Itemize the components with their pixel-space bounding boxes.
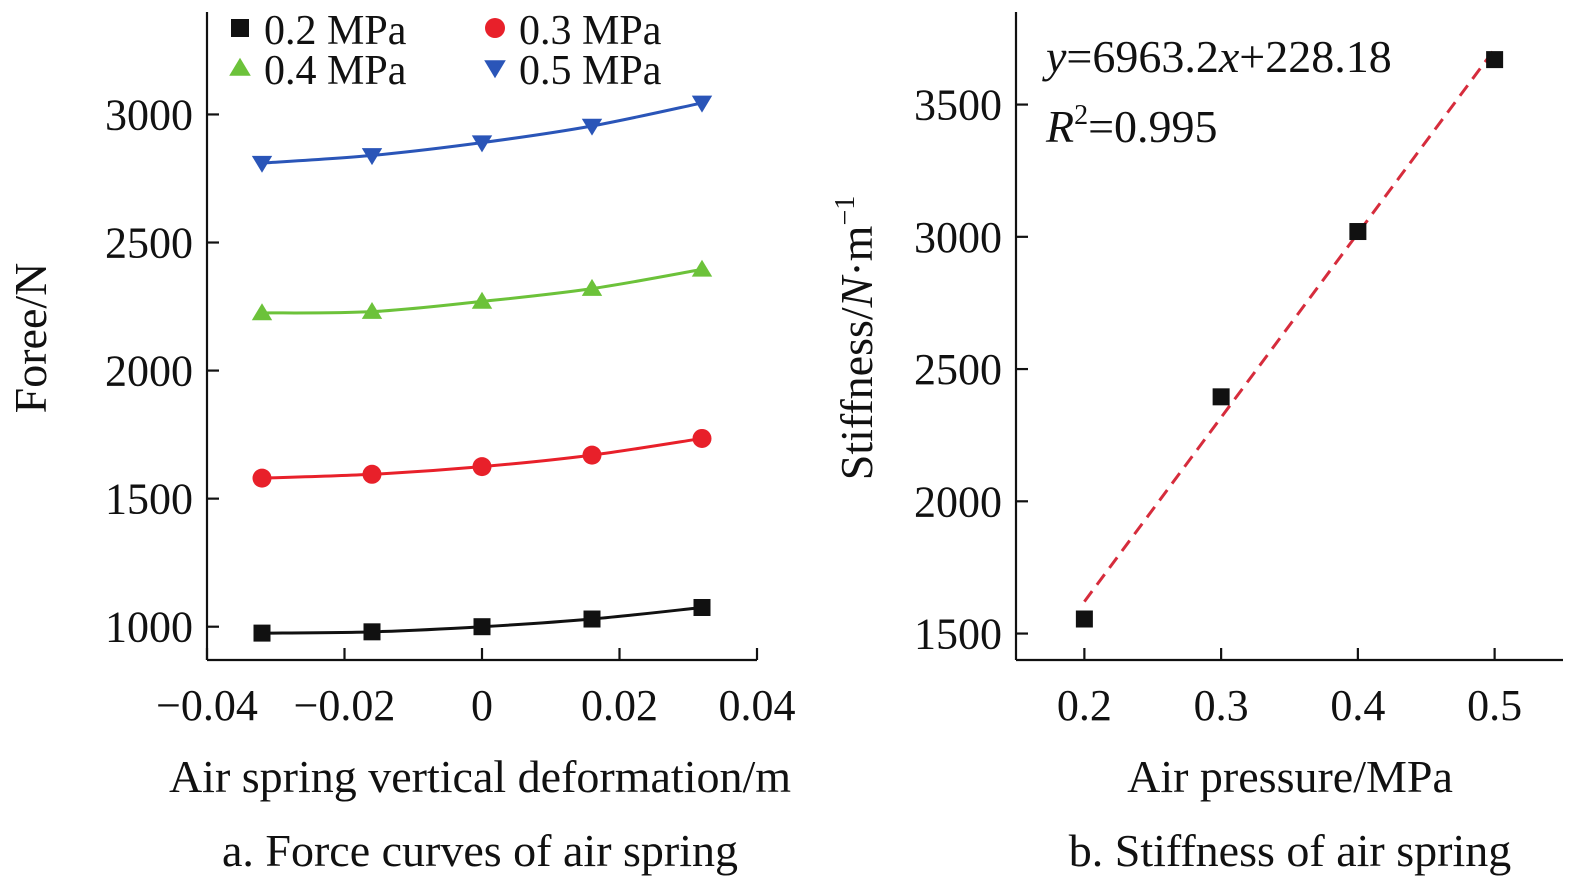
legend-item: 0.2 MPa	[231, 8, 407, 54]
equation-rest: +228.18	[1239, 31, 1391, 82]
data-point	[582, 445, 602, 465]
x-ticks-b: 0.2 0.3 0.4 0.5	[1057, 648, 1522, 730]
y-label-b-sup: −1	[830, 196, 861, 226]
series-0-3-mpa	[252, 428, 712, 488]
data-point	[253, 624, 271, 642]
legend-marker	[485, 18, 505, 38]
caption-b: b. Stiffness of air spring	[1069, 825, 1512, 876]
equation-eq: =6963.2	[1066, 31, 1218, 82]
data-point	[251, 303, 273, 321]
equation-y: y	[1042, 31, 1067, 82]
y-label-b-italic: N	[831, 274, 882, 308]
y-label-b-prefix: Stiffness/	[831, 307, 882, 480]
data-point	[691, 259, 713, 277]
series-0-5-mpa	[251, 95, 713, 173]
equation-x: x	[1218, 31, 1240, 82]
data-point	[692, 428, 712, 448]
x-tick-label: 0.02	[581, 681, 658, 730]
y-tick-label: 3000	[105, 90, 193, 139]
series-a	[251, 95, 713, 642]
data-point	[581, 118, 603, 136]
equation-text: y=6963.2x+228.18	[1042, 31, 1392, 82]
y-tick-label: 1000	[105, 603, 193, 652]
r2-text: R2=0.995	[1045, 100, 1218, 152]
x-tick-label: 0.3	[1194, 681, 1249, 730]
data-point	[583, 610, 601, 628]
legend-label: 0.4 MPa	[264, 48, 407, 94]
x-tick-label: 0	[471, 681, 493, 730]
y-axis-label-a: Foree/N	[5, 263, 56, 414]
x-ticks-a: −0.04 −0.02 0 0.02 0.04	[156, 648, 796, 730]
caption-a: a. Force curves of air spring	[222, 825, 738, 876]
series-line	[261, 101, 703, 165]
x-axis-label-a: Air spring vertical deformation/m	[169, 751, 791, 802]
legend-marker	[484, 60, 506, 79]
y-tick-label: 3000	[914, 213, 1002, 262]
legend-marker	[229, 57, 251, 76]
series-0-4-mpa	[251, 259, 713, 321]
y-ticks-b: 1500 2000 2500 3000 3500	[914, 81, 1028, 659]
chart-stiffness: 1500 2000 2500 3000 3500 0.2 0.3 0.4 0.5 y=6963…	[830, 12, 1563, 876]
y-axis-label-b: Stiffness/N·m−1	[830, 196, 882, 481]
data-point	[363, 623, 381, 641]
data-point	[473, 618, 491, 636]
data-point	[252, 468, 272, 488]
data-point	[1486, 51, 1504, 69]
legend-item: 0.4 MPa	[229, 48, 407, 94]
data-point	[251, 155, 273, 173]
data-point	[471, 291, 493, 309]
y-tick-label: 2500	[914, 345, 1002, 394]
series-0-2-mpa	[253, 598, 711, 642]
y-tick-label: 1500	[914, 610, 1002, 659]
chart-force-curves: 1000 1500 2000 2500 3000 −0.04 −0.02 0 0.02 0.04…	[5, 8, 796, 876]
data-point	[361, 148, 383, 166]
legend-item: 0.5 MPa	[484, 48, 662, 94]
x-axis-label-b: Air pressure/MPa	[1127, 751, 1453, 802]
fit-line-b	[1083, 48, 1496, 603]
x-tick-label: 0.2	[1057, 681, 1112, 730]
legend-item: 0.3 MPa	[485, 8, 662, 54]
y-ticks-a: 1000 1500 2000 2500 3000	[105, 90, 219, 652]
x-tick-label: 0.04	[719, 681, 796, 730]
r2-r: R	[1045, 101, 1074, 152]
data-point	[471, 135, 493, 153]
legend-label: 0.2 MPa	[264, 8, 407, 54]
y-tick-label: 3500	[914, 81, 1002, 130]
regression-line	[1083, 48, 1496, 603]
x-tick-label: 0.4	[1330, 681, 1385, 730]
data-point	[1075, 610, 1093, 628]
data-point	[362, 464, 382, 484]
data-point	[691, 95, 713, 113]
data-point	[472, 457, 492, 477]
x-tick-label: −0.02	[294, 681, 396, 730]
y-tick-label: 2000	[105, 347, 193, 396]
axes-b	[1014, 12, 1563, 662]
data-point	[361, 301, 383, 319]
y-tick-label: 1500	[105, 475, 193, 524]
r2-rest: =0.995	[1088, 101, 1217, 152]
data-point	[1212, 388, 1230, 406]
y-tick-label: 2500	[105, 219, 193, 268]
legend-label: 0.3 MPa	[519, 8, 662, 54]
legend-label: 0.5 MPa	[519, 48, 662, 94]
x-tick-label: 0.5	[1467, 681, 1522, 730]
r2-sup: 2	[1074, 100, 1088, 131]
data-point	[1349, 223, 1367, 241]
data-point	[693, 598, 711, 616]
y-label-b-suffix: ·m	[831, 225, 882, 276]
legend-a: 0.2 MPa 0.3 MPa 0.4 MPa 0.5 MPa	[229, 8, 662, 94]
x-tick-label: −0.04	[156, 681, 258, 730]
data-point	[581, 278, 603, 296]
points-b	[1075, 51, 1504, 628]
legend-marker	[231, 19, 249, 37]
y-tick-label: 2000	[914, 477, 1002, 526]
